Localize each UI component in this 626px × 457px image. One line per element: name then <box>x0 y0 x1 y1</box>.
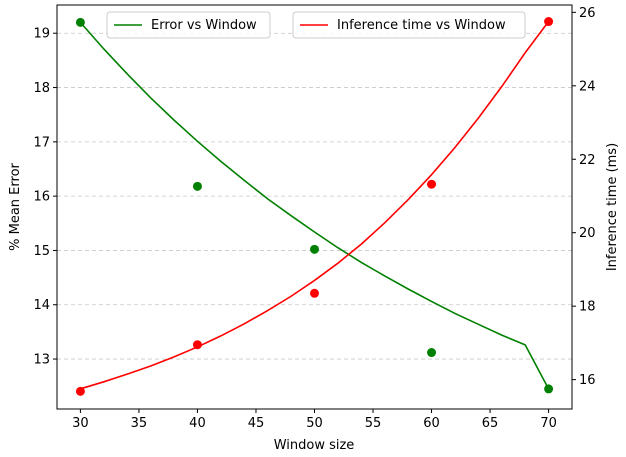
y-tick-label-left: 14 <box>33 298 50 313</box>
data-point-inference <box>544 17 554 27</box>
legend-error-box <box>106 11 271 39</box>
axis-layer: 30 35 40 45 50 55 60 65 70 13 14 15 16 17 18 19 16 18 20 22… <box>33 6 595 431</box>
x-tick-label: 50 <box>306 416 323 431</box>
y-tick-label-right: 22 <box>579 153 596 168</box>
data-point-inference <box>310 288 319 298</box>
y-tick-label-left: 18 <box>33 81 50 96</box>
data-point-inference <box>427 179 437 189</box>
y-tick-label-left: 13 <box>33 353 50 368</box>
y-tick-label-right: 24 <box>579 79 596 94</box>
legend-error: Error vs Window <box>106 11 271 39</box>
y-tick-label-left: 17 <box>33 135 50 150</box>
x-tick-label: 60 <box>423 416 440 431</box>
x-axis-label: Window size <box>274 438 355 453</box>
data-point-error <box>75 17 85 27</box>
data-point-layer <box>75 17 554 396</box>
x-tick-label: 55 <box>365 416 382 431</box>
legend-inference: Inference time vs Window <box>292 11 526 39</box>
data-point-inference <box>75 386 85 396</box>
y-tick-label-right: 16 <box>579 373 596 388</box>
x-tick-label: 70 <box>540 416 557 431</box>
data-point-error <box>310 244 319 254</box>
fit-curve-inference <box>80 21 550 390</box>
data-point-error <box>544 384 554 394</box>
legend-inference-label: Inference time vs Window <box>337 18 506 33</box>
y-axis-label-left: % Mean Error <box>8 162 23 250</box>
plot-frame <box>56 4 573 410</box>
x-tick-label: 30 <box>72 416 89 431</box>
x-tick-label: 40 <box>189 416 206 431</box>
y-tick-label-left: 19 <box>33 27 50 42</box>
x-tick-label: 35 <box>131 416 148 431</box>
fit-curve-error <box>79 21 550 390</box>
y-tick-label-right: 18 <box>579 300 596 315</box>
data-point-error <box>427 348 437 358</box>
legend-error-label: Error vs Window <box>151 18 257 33</box>
x-tick-label: 65 <box>482 416 499 431</box>
y-tick-label-left: 16 <box>33 190 50 205</box>
y-tick-label-right: 26 <box>579 6 596 21</box>
x-tick-label: 45 <box>248 416 265 431</box>
y-tick-label-left: 15 <box>33 244 50 259</box>
y-axis-label-right: Inference time (ms) <box>605 143 620 271</box>
data-point-error <box>192 181 202 191</box>
legend-inference-box <box>292 11 526 39</box>
data-point-inference <box>192 340 202 350</box>
fit-curve-layer <box>79 21 550 390</box>
y-tick-label-right: 20 <box>579 226 596 241</box>
